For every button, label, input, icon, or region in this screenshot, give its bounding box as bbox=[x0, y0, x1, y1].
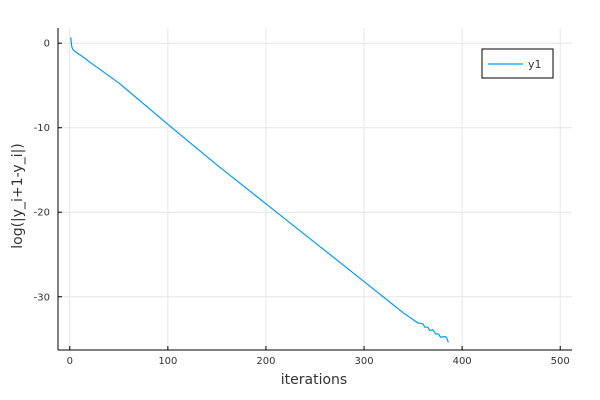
axes bbox=[57, 28, 572, 351]
y-tick-label: -30 bbox=[34, 292, 50, 303]
series-layer bbox=[70, 37, 449, 343]
x-tick-label: 100 bbox=[158, 356, 177, 367]
x-tick-label: 400 bbox=[453, 356, 472, 367]
x-axis-label: iterations bbox=[281, 372, 347, 388]
legend: y1 bbox=[481, 48, 554, 79]
tick-labels: 0 100 200 300 400 500 0 -10 -20 -30 bbox=[34, 39, 570, 367]
grid bbox=[58, 28, 572, 350]
y-tick-label: -20 bbox=[34, 208, 50, 219]
y-tick-label: 0 bbox=[44, 39, 50, 50]
series-line-y1 bbox=[70, 37, 449, 343]
x-tick-label: 300 bbox=[354, 356, 373, 367]
legend-entry-y1: y1 bbox=[528, 58, 542, 71]
y-tick-label: -10 bbox=[34, 123, 50, 134]
x-tick-label: 200 bbox=[256, 356, 275, 367]
x-tick-label: 0 bbox=[67, 356, 73, 367]
y-axis-label: log(|y_i+1-y_i|) bbox=[10, 143, 26, 249]
x-tick-label: 500 bbox=[551, 356, 570, 367]
